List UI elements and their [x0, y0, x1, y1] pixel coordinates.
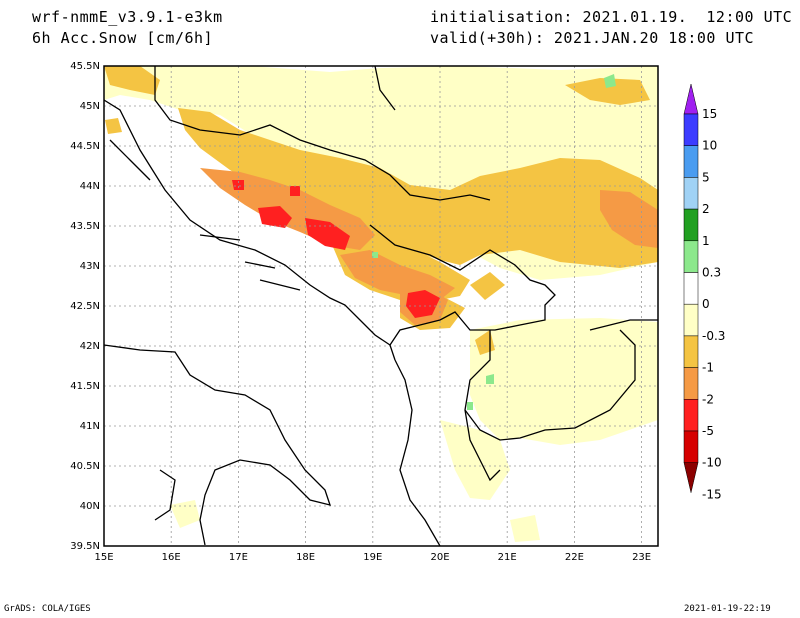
colorbar-swatch — [683, 113, 699, 146]
lat-label: 41.5N — [70, 381, 100, 392]
colorbar-label: -10 — [702, 456, 722, 470]
colorbar-swatch — [683, 367, 699, 400]
colorbar-label: 2 — [702, 202, 710, 216]
snow-band-5 — [232, 180, 440, 318]
colorbar: 15 10 5 2 1 0.3 0 -0.3 -1 -2 -5 -10 -15 — [683, 83, 725, 501]
colorbar-label: -0.3 — [702, 329, 725, 343]
snow-band-light — [104, 66, 658, 542]
colorbar-top-arrow — [683, 83, 699, 115]
lon-label: 19E — [363, 552, 382, 563]
lon-label: 22E — [565, 552, 584, 563]
lat-label: 44N — [80, 181, 100, 192]
colorbar-swatch — [683, 399, 699, 432]
lat-label: 42N — [80, 341, 100, 352]
lat-label: 43N — [80, 261, 100, 272]
lat-label: 39.5N — [70, 541, 100, 552]
lon-label: 23E — [632, 552, 651, 563]
colorbar-label: 10 — [702, 139, 717, 153]
snow-field — [104, 66, 658, 542]
colorbar-label: -5 — [702, 424, 714, 438]
colorbar-label: -15 — [702, 487, 722, 501]
colorbar-swatch — [683, 430, 699, 463]
lon-label: 18E — [296, 552, 315, 563]
colorbar-label: 0 — [702, 297, 710, 311]
lon-label: 15E — [94, 552, 113, 563]
lon-label: 21E — [498, 552, 517, 563]
model-title: wrf-nmmE_v3.9.1-e3km — [32, 8, 223, 26]
colorbar-label: 5 — [702, 170, 710, 184]
colorbar-swatch — [683, 335, 699, 368]
valid-time: valid(+30h): 2021.JAN.20 18:00 UTC — [430, 29, 755, 47]
lat-label: 42.5N — [70, 301, 100, 312]
lat-label: 44.5N — [70, 141, 100, 152]
lat-label: 41N — [80, 421, 100, 432]
colorbar-swatch — [683, 208, 699, 242]
lon-label: 17E — [229, 552, 248, 563]
grid-lines — [104, 66, 658, 546]
colorbar-swatch — [683, 145, 699, 178]
colorbar-label: 1 — [702, 234, 710, 248]
map-frame — [103, 65, 659, 547]
lat-label: 45N — [80, 101, 100, 112]
colorbar-swatch — [683, 272, 699, 305]
latitude-labels: 45.5N 45N 44.5N 44N 43.5N 43N 42.5N 42N 41.5N 41N… — [70, 61, 100, 552]
snow-band-positive — [372, 74, 616, 410]
lon-label: 16E — [162, 552, 181, 563]
lon-label: 20E — [430, 552, 449, 563]
colorbar-swatch — [683, 303, 699, 337]
colorbar-label: -1 — [702, 361, 714, 375]
colorbar-label: 0.3 — [702, 266, 721, 280]
variable-title: 6h Acc.Snow [cm/6h] — [32, 29, 214, 47]
colorbar-swatch — [683, 177, 699, 210]
colorbar-label: -2 — [702, 392, 714, 406]
colorbar-bottom-arrow — [683, 462, 699, 493]
footer-left: GrADS: COLA/IGES — [4, 604, 91, 614]
colorbar-swatch — [683, 240, 699, 273]
colorbar-label: 15 — [702, 107, 717, 121]
lat-label: 40.5N — [70, 461, 100, 472]
longitude-labels: 15E 16E 17E 18E 19E 20E 21E 22E 23E — [94, 552, 651, 563]
lat-label: 45.5N — [70, 61, 100, 72]
init-time: initialisation: 2021.01.19. 12:00 UTC — [430, 8, 793, 26]
lat-label: 43.5N — [70, 221, 100, 232]
footer-right: 2021-01-19-22:19 — [684, 604, 771, 614]
lat-label: 40N — [80, 501, 100, 512]
coastlines-borders — [104, 66, 658, 546]
